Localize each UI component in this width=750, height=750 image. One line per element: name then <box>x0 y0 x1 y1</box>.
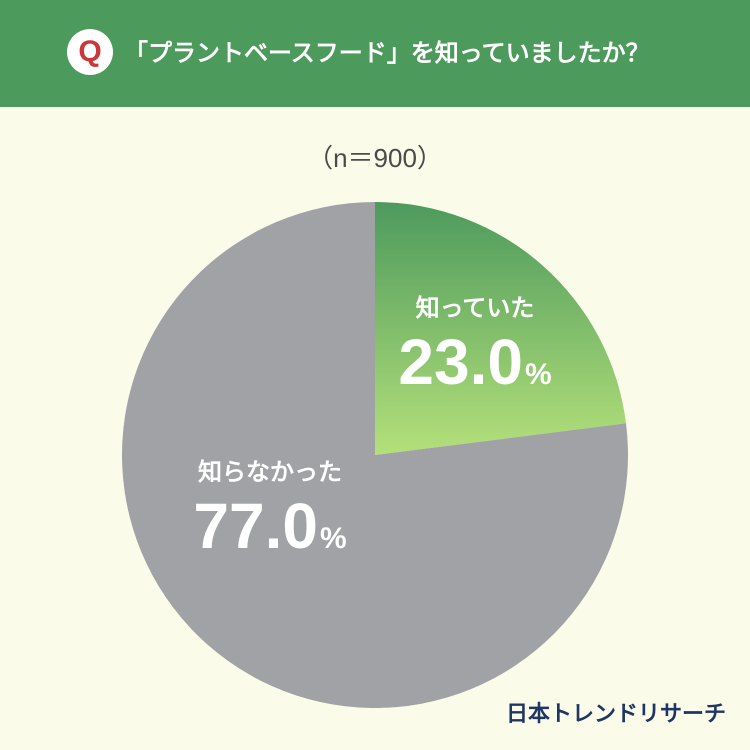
slice-value-unknown-number: 77.0 <box>193 490 318 562</box>
question-text: 「プラントベースフード」を知っていましたか？ <box>124 39 650 67</box>
brand-logo: 日本トレンドリサーチ <box>505 702 726 727</box>
pie-slice-unknown <box>122 202 629 708</box>
slice-name-known: 知っていた <box>415 294 535 322</box>
sample-size: （n＝900） <box>307 143 443 173</box>
slice-value-known-unit: % <box>524 358 552 391</box>
slice-value-unknown-unit: % <box>319 522 347 555</box>
slice-name-unknown: 知らなかった <box>198 458 342 486</box>
slice-label-unknown: 知らなかった 77.0% <box>170 452 370 561</box>
question-badge: Q <box>67 29 113 75</box>
slice-value-known: 23.0% <box>375 327 575 397</box>
slice-value-known-number: 23.0 <box>398 326 523 398</box>
slice-label-known: 知っていた 23.0% <box>375 288 575 397</box>
pie-slice-known <box>375 202 627 455</box>
question-header: Q 「プラントベースフード」を知っていましたか？ <box>0 0 750 107</box>
slice-value-unknown: 77.0% <box>170 491 370 561</box>
